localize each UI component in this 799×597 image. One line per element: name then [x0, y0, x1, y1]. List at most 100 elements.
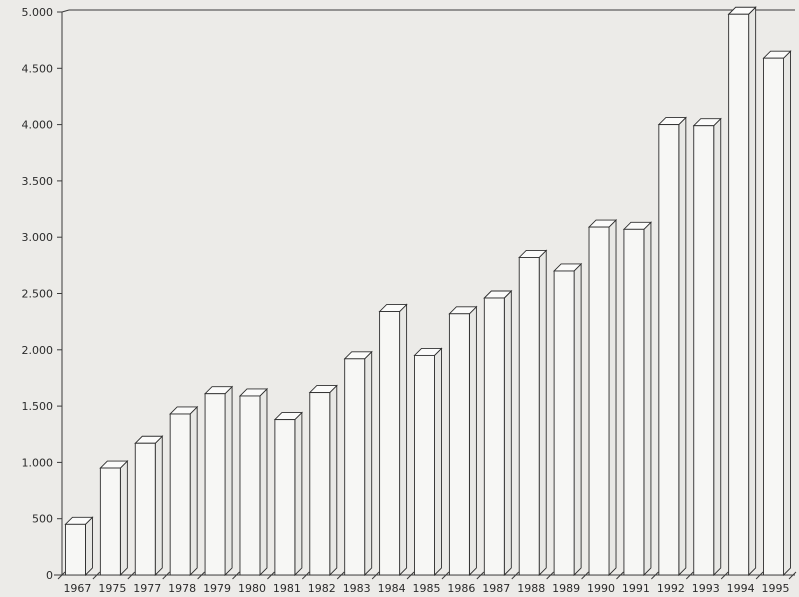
floor-tick-mark [651, 571, 659, 580]
bar-front-face [169, 413, 191, 576]
floor-tick-mark [92, 571, 101, 580]
x-tick-label: 1991 [622, 582, 650, 595]
back-wall-corner-line [61, 9, 70, 13]
bar-front-face [658, 124, 680, 576]
bar-1975 [99, 459, 129, 577]
bar-side-face [294, 411, 303, 577]
bar-front-face [134, 442, 156, 576]
floor-tick-mark [127, 571, 136, 580]
bar-1979 [203, 385, 234, 577]
floor-tick-mark [336, 571, 345, 580]
bar-front-face [728, 13, 750, 576]
x-tick-label: 1995 [762, 582, 790, 595]
y-tick-label: 2.000 [22, 344, 54, 357]
x-tick-label: 1989 [552, 582, 580, 595]
y-tick-label: 2.500 [22, 288, 54, 301]
y-tick-label: 5.000 [22, 6, 54, 19]
bar-side-face [538, 249, 547, 577]
bar-1982 [308, 384, 338, 577]
floor-tick-mark [441, 571, 450, 580]
floor-tick-mark [476, 571, 485, 580]
x-tick-label: 1982 [308, 582, 336, 595]
bars [64, 6, 792, 577]
floor-tick-mark [162, 571, 171, 580]
bar-front-face [518, 257, 540, 576]
x-tick-label: 1980 [238, 582, 266, 595]
x-tick-label: 1988 [517, 582, 545, 595]
bar-1987 [483, 289, 513, 577]
bar-1978 [169, 405, 199, 577]
bar-1992 [657, 116, 687, 577]
bar-side-face [85, 516, 93, 577]
bar-1981 [273, 411, 303, 577]
bar-side-face [399, 303, 408, 577]
bar-side-face [329, 384, 338, 577]
x-tick-label: 1983 [343, 582, 371, 595]
floor-tick-mark [267, 571, 275, 580]
y-tick-label: 4.000 [22, 119, 54, 132]
floor-tick-mark [406, 571, 415, 580]
x-tick-label: 1978 [168, 582, 196, 595]
x-tick-label: 1975 [98, 582, 126, 595]
bar-front-face [623, 228, 645, 576]
floor-tick-mark [616, 571, 624, 580]
bar-front-face [553, 270, 575, 576]
bar-1977 [134, 435, 164, 577]
bar-side-face [748, 6, 757, 577]
bar-1989 [553, 262, 583, 577]
bar-side-face [573, 262, 582, 577]
x-tick-label: 1977 [133, 582, 161, 595]
floor-tick-mark [301, 571, 310, 580]
x-tick-label: 1987 [482, 582, 510, 595]
bar-side-face [224, 385, 233, 577]
floor-tick-mark [755, 571, 764, 580]
y-tick-label: 3.000 [22, 231, 54, 244]
x-tick-label: 1994 [727, 582, 755, 595]
bar-1994 [727, 6, 757, 577]
bar-1990 [587, 218, 618, 577]
x-tick-label: 1992 [657, 582, 685, 595]
y-axis-ticks: 0 500 1.000 1.500 2.000 2.500 3.000 3.500 4.000 4… [22, 6, 62, 582]
bar-front-face [309, 392, 331, 576]
floor-tick-mark [581, 571, 589, 580]
x-tick-label: 1979 [203, 582, 231, 595]
x-tick-label: 1986 [447, 582, 475, 595]
bar-1988 [518, 249, 548, 577]
y-tick-label: 4.500 [22, 62, 54, 75]
y-tick-label: 3.500 [22, 175, 54, 188]
bar-1984 [378, 303, 408, 577]
bar-side-face [503, 289, 512, 577]
floor-tick-mark [685, 571, 694, 580]
bar-front-face [379, 311, 401, 576]
bar-front-face [448, 313, 470, 576]
bar-front-face [239, 395, 261, 576]
y-tick-label: 0 [46, 569, 53, 582]
x-tick-label: 1985 [413, 582, 441, 595]
bar-side-face [783, 50, 791, 577]
bar-front-face [588, 226, 610, 576]
x-axis-labels: 1967 1975 1977 1978 1979 1980 1981 1982 1983 1984… [63, 582, 789, 595]
bar-front-face [414, 354, 435, 576]
bar-front-face [99, 467, 121, 576]
bar-front-face [763, 57, 784, 576]
bar-side-face [434, 347, 442, 577]
bar-1991 [622, 221, 653, 577]
bar-side-face [468, 305, 477, 577]
bar-side-face [154, 435, 163, 577]
bar-side-face [713, 117, 722, 577]
floor-tick-mark [720, 571, 729, 580]
bar-front-face [274, 419, 296, 576]
bar-1995 [762, 50, 792, 577]
bar-1985 [413, 347, 443, 577]
bar-side-face [643, 221, 652, 577]
x-tick-label: 1990 [587, 582, 615, 595]
bar-1986 [448, 305, 478, 577]
bar-1993 [692, 117, 722, 577]
floor-tick-mark [371, 571, 380, 580]
bar-1980 [238, 387, 269, 577]
y-tick-label: 1.000 [22, 456, 54, 469]
floor-tick-mark [511, 571, 520, 580]
x-tick-label: 1967 [63, 582, 91, 595]
